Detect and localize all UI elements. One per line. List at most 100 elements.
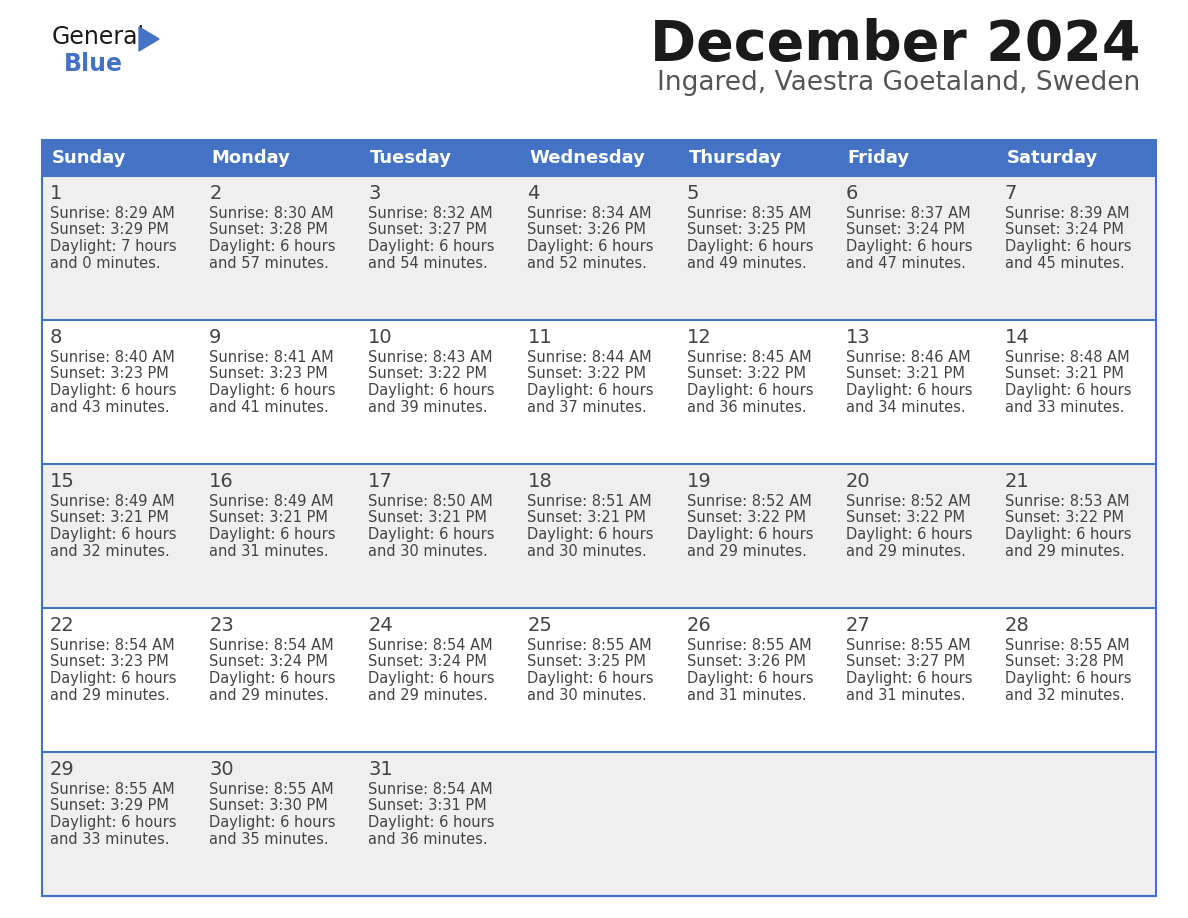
Text: Sunset: 3:26 PM: Sunset: 3:26 PM — [687, 655, 805, 669]
Text: Sunset: 3:21 PM: Sunset: 3:21 PM — [846, 366, 965, 382]
Text: Friday: Friday — [848, 149, 910, 167]
Text: and 0 minutes.: and 0 minutes. — [50, 255, 160, 271]
Text: Sunset: 3:21 PM: Sunset: 3:21 PM — [1005, 366, 1124, 382]
Text: and 34 minutes.: and 34 minutes. — [846, 399, 966, 415]
Text: Sunset: 3:29 PM: Sunset: 3:29 PM — [50, 222, 169, 238]
Text: Sunrise: 8:55 AM: Sunrise: 8:55 AM — [50, 782, 175, 797]
Bar — [519, 752, 678, 896]
Text: 2: 2 — [209, 184, 221, 203]
Bar — [838, 608, 997, 752]
Bar — [997, 140, 1156, 176]
Text: Daylight: 6 hours: Daylight: 6 hours — [209, 671, 336, 686]
Text: Sunset: 3:22 PM: Sunset: 3:22 PM — [527, 366, 646, 382]
Bar — [838, 140, 997, 176]
Bar — [678, 608, 838, 752]
Bar — [201, 752, 360, 896]
Text: Sunrise: 8:35 AM: Sunrise: 8:35 AM — [687, 206, 811, 221]
Text: Daylight: 6 hours: Daylight: 6 hours — [1005, 239, 1131, 254]
Text: 17: 17 — [368, 472, 393, 491]
Text: 4: 4 — [527, 184, 539, 203]
Text: 28: 28 — [1005, 616, 1030, 635]
Text: Daylight: 6 hours: Daylight: 6 hours — [50, 383, 177, 398]
Text: and 33 minutes.: and 33 minutes. — [1005, 399, 1124, 415]
Text: and 31 minutes.: and 31 minutes. — [209, 543, 329, 558]
Bar — [678, 464, 838, 608]
Text: Daylight: 6 hours: Daylight: 6 hours — [209, 815, 336, 830]
Text: Tuesday: Tuesday — [371, 149, 453, 167]
Text: 22: 22 — [50, 616, 75, 635]
Text: Daylight: 6 hours: Daylight: 6 hours — [209, 239, 336, 254]
Text: and 35 minutes.: and 35 minutes. — [209, 832, 329, 846]
Bar — [838, 464, 997, 608]
Text: Sunrise: 8:53 AM: Sunrise: 8:53 AM — [1005, 494, 1130, 509]
Text: Blue: Blue — [64, 52, 124, 76]
Text: 1: 1 — [50, 184, 63, 203]
Text: Sunset: 3:24 PM: Sunset: 3:24 PM — [846, 222, 965, 238]
Text: Daylight: 6 hours: Daylight: 6 hours — [846, 383, 972, 398]
Text: 7: 7 — [1005, 184, 1017, 203]
Text: and 31 minutes.: and 31 minutes. — [846, 688, 966, 702]
Bar — [201, 320, 360, 464]
Text: Daylight: 6 hours: Daylight: 6 hours — [368, 383, 494, 398]
Bar — [997, 608, 1156, 752]
Text: 18: 18 — [527, 472, 552, 491]
Text: Sunset: 3:22 PM: Sunset: 3:22 PM — [368, 366, 487, 382]
Text: Sunrise: 8:46 AM: Sunrise: 8:46 AM — [846, 350, 971, 365]
Bar — [997, 320, 1156, 464]
Text: Sunrise: 8:54 AM: Sunrise: 8:54 AM — [209, 638, 334, 653]
Text: Daylight: 6 hours: Daylight: 6 hours — [50, 527, 177, 542]
Text: 14: 14 — [1005, 328, 1030, 347]
Text: 23: 23 — [209, 616, 234, 635]
Text: Sunrise: 8:30 AM: Sunrise: 8:30 AM — [209, 206, 334, 221]
Text: Daylight: 6 hours: Daylight: 6 hours — [846, 527, 972, 542]
Text: Thursday: Thursday — [689, 149, 782, 167]
Text: Daylight: 7 hours: Daylight: 7 hours — [50, 239, 177, 254]
Text: Sunrise: 8:44 AM: Sunrise: 8:44 AM — [527, 350, 652, 365]
Bar — [42, 320, 201, 464]
Text: 19: 19 — [687, 472, 712, 491]
Text: Sunrise: 8:40 AM: Sunrise: 8:40 AM — [50, 350, 175, 365]
Text: Sunrise: 8:55 AM: Sunrise: 8:55 AM — [1005, 638, 1130, 653]
Text: Sunset: 3:28 PM: Sunset: 3:28 PM — [209, 222, 328, 238]
Text: Daylight: 6 hours: Daylight: 6 hours — [527, 671, 653, 686]
Text: Sunrise: 8:39 AM: Sunrise: 8:39 AM — [1005, 206, 1130, 221]
Text: Sunset: 3:24 PM: Sunset: 3:24 PM — [209, 655, 328, 669]
Bar — [42, 608, 201, 752]
Text: and 47 minutes.: and 47 minutes. — [846, 255, 966, 271]
Bar — [997, 176, 1156, 320]
Text: and 29 minutes.: and 29 minutes. — [846, 543, 966, 558]
Text: Sunset: 3:25 PM: Sunset: 3:25 PM — [687, 222, 805, 238]
Bar — [42, 752, 201, 896]
Text: and 32 minutes.: and 32 minutes. — [1005, 688, 1125, 702]
Bar — [519, 176, 678, 320]
Bar — [519, 320, 678, 464]
Text: and 29 minutes.: and 29 minutes. — [687, 543, 807, 558]
Bar — [360, 176, 519, 320]
Text: Sunset: 3:22 PM: Sunset: 3:22 PM — [1005, 510, 1124, 525]
Text: Sunrise: 8:55 AM: Sunrise: 8:55 AM — [209, 782, 334, 797]
Text: and 29 minutes.: and 29 minutes. — [1005, 543, 1125, 558]
Text: Sunset: 3:25 PM: Sunset: 3:25 PM — [527, 655, 646, 669]
Text: 10: 10 — [368, 328, 393, 347]
Text: Daylight: 6 hours: Daylight: 6 hours — [1005, 527, 1131, 542]
Text: 5: 5 — [687, 184, 699, 203]
Text: and 54 minutes.: and 54 minutes. — [368, 255, 488, 271]
Text: and 39 minutes.: and 39 minutes. — [368, 399, 488, 415]
Text: and 31 minutes.: and 31 minutes. — [687, 688, 807, 702]
Text: Daylight: 6 hours: Daylight: 6 hours — [687, 527, 813, 542]
Bar — [42, 140, 1156, 896]
Text: Sunset: 3:23 PM: Sunset: 3:23 PM — [209, 366, 328, 382]
Text: Saturday: Saturday — [1007, 149, 1098, 167]
Text: 24: 24 — [368, 616, 393, 635]
Text: Sunset: 3:23 PM: Sunset: 3:23 PM — [50, 655, 169, 669]
Bar — [42, 176, 201, 320]
Text: and 30 minutes.: and 30 minutes. — [527, 543, 647, 558]
Bar — [678, 320, 838, 464]
Bar — [678, 752, 838, 896]
Text: Sunset: 3:31 PM: Sunset: 3:31 PM — [368, 799, 487, 813]
Text: Sunrise: 8:29 AM: Sunrise: 8:29 AM — [50, 206, 175, 221]
Text: Sunset: 3:22 PM: Sunset: 3:22 PM — [687, 366, 805, 382]
Bar — [838, 176, 997, 320]
Text: and 30 minutes.: and 30 minutes. — [527, 688, 647, 702]
Text: General: General — [52, 25, 145, 49]
